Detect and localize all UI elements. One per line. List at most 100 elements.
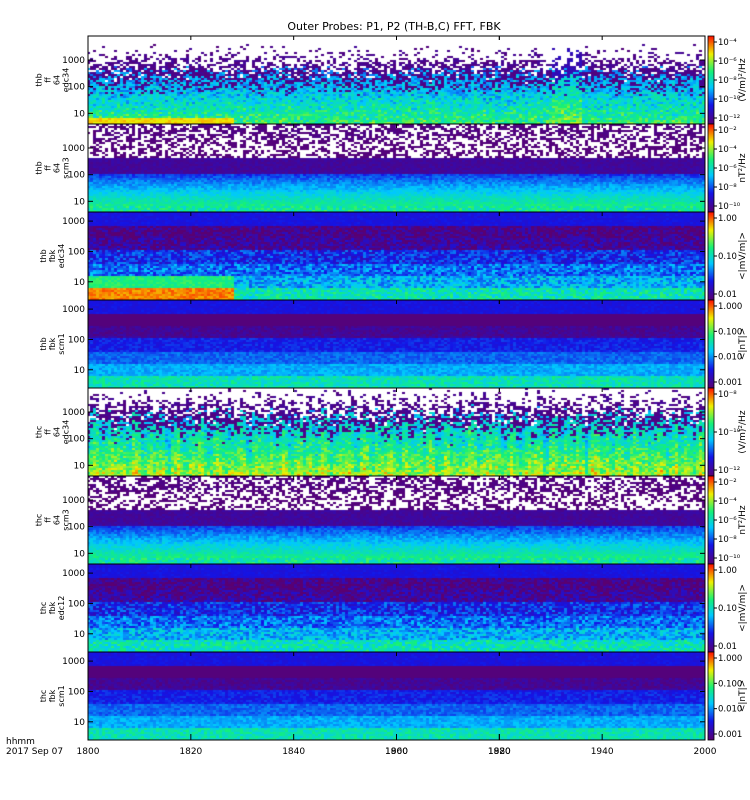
colorbar-tick-label: 10⁻⁶ bbox=[718, 57, 737, 67]
colorbar-tick-label: 10⁻⁸ bbox=[718, 183, 737, 193]
colorbar-tick-label: 10⁻⁸ bbox=[718, 390, 737, 400]
colorbar-tick-label: 10⁻¹⁰ bbox=[718, 95, 741, 105]
panel-p3: 1000 100 10 thb fbk edc34 1.00 0.10 0.01<|mV/m|> bbox=[39, 211, 748, 301]
colorbar-tick-label: 10⁻¹² bbox=[718, 466, 740, 476]
panel-label-line: thc bbox=[39, 602, 48, 615]
panel-label: thb ff 64 scm3 bbox=[35, 157, 71, 178]
spectrogram-p4 bbox=[88, 300, 705, 388]
panel-p2: 1000 100 10 thb ff 64 scm3 10⁻² 10⁻⁴ 10⁻⁶ 10⁻⁸ 10⁻¹… bbox=[35, 123, 748, 213]
spectrogram-p6 bbox=[88, 476, 705, 564]
y-tick-label: 10 bbox=[74, 630, 86, 640]
panel-label-line: fbk bbox=[48, 601, 57, 614]
colorbar-p8: 1.000 0.100 0.010 0.001 <|nT|> bbox=[707, 651, 748, 741]
figure-title: Outer Probes: P1, P2 (TH-B,C) FFT, FBK bbox=[287, 20, 501, 33]
panel-label: thb ff 64 edc34 bbox=[35, 68, 71, 93]
panel-label-line: 64 bbox=[53, 75, 62, 85]
colorbar-tick-label: 1.000 bbox=[718, 302, 742, 312]
colorbar-p6: 10⁻² 10⁻⁴ 10⁻⁶ 10⁻⁸ 10⁻¹⁰ nT²/Hz bbox=[707, 475, 748, 565]
colorbar-gradient bbox=[708, 652, 714, 740]
colorbar-tick-label: 0.010 bbox=[718, 705, 742, 715]
colorbar-tick-label: 0.10 bbox=[718, 604, 737, 614]
colorbar-unit-label: <|nT|> bbox=[738, 328, 748, 360]
y-tick-label: 1000 bbox=[62, 144, 85, 154]
colorbar-tick-label: 0.010 bbox=[718, 353, 742, 363]
y-tick-label: 1000 bbox=[62, 56, 85, 66]
colorbar-unit-label: (V/m)²/Hz bbox=[738, 410, 748, 453]
colorbar-tick-label: 10⁻¹⁰ bbox=[718, 202, 741, 212]
y-tick-label: 10 bbox=[74, 109, 86, 119]
y-tick-label: 10 bbox=[74, 461, 86, 471]
colorbar-tick-label: 0.01 bbox=[718, 642, 737, 652]
y-tick-label: 10 bbox=[74, 197, 86, 207]
y-tick-label: 10 bbox=[74, 549, 86, 559]
colorbar-tick-label: 10⁻⁶ bbox=[718, 516, 737, 526]
colorbar-tick-label: 10⁻² bbox=[718, 126, 737, 136]
panel-label-line: edc34 bbox=[57, 244, 66, 269]
colorbar-frame bbox=[707, 651, 715, 741]
x-tick-label: 1900 bbox=[385, 747, 408, 757]
panel-label-line: thb bbox=[39, 337, 48, 350]
y-tick-label: 100 bbox=[68, 171, 85, 181]
y-tick-label: 10 bbox=[74, 718, 86, 728]
colorbar-tick-label: 10⁻⁸ bbox=[718, 535, 737, 545]
panel-label-line: scm3 bbox=[62, 157, 71, 178]
x-tick-label: 1860 bbox=[385, 747, 408, 757]
y-tick-label: 1000 bbox=[62, 217, 85, 227]
colorbar-tick-label: 10⁻⁴ bbox=[718, 497, 737, 507]
colorbar-tick-label: 0.001 bbox=[718, 378, 742, 388]
panel-label-line: scm3 bbox=[62, 509, 71, 530]
panel-label: thb fbk scm1 bbox=[39, 333, 66, 354]
panel-label-line: scm1 bbox=[57, 685, 66, 706]
colorbar-tick-label: 1.000 bbox=[718, 654, 742, 664]
panel-label-line: fbk bbox=[48, 337, 57, 350]
panel-label-line: ff bbox=[44, 517, 53, 523]
x-axis: 1800 1820 1840 1860 1880 1900 1920 1940 2000 bbox=[77, 36, 717, 757]
spectrogram-p8 bbox=[88, 652, 705, 740]
y-tick-label: 100 bbox=[68, 687, 85, 697]
spectrogram-p3 bbox=[88, 212, 705, 300]
spectrogram-p7 bbox=[88, 564, 705, 652]
panel-p7: 1000 100 10 thc fbk edc12 1.00 0.10 0.01<|mV/m|> bbox=[39, 563, 748, 653]
panel-label: thc ff 64 edc34 bbox=[35, 420, 71, 445]
colorbar-p5: 10⁻⁸ 10⁻¹⁰ 10⁻¹² (V/m)²/Hz bbox=[707, 387, 748, 477]
panel-label: thb fbk edc34 bbox=[39, 244, 66, 269]
colorbar-tick-label: 10⁻¹⁰ bbox=[718, 428, 741, 438]
y-tick-label: 100 bbox=[68, 335, 85, 345]
colorbar-tick-label: 10⁻² bbox=[718, 478, 737, 488]
x-tick-label: 1940 bbox=[591, 747, 614, 757]
panel-label-line: thb bbox=[39, 249, 48, 262]
colorbar-p4: 1.000 0.100 0.010 0.001 <|nT|> bbox=[707, 299, 748, 389]
colorbar-tick-label: 10⁻¹² bbox=[718, 114, 740, 124]
colorbar-p7: 1.00 0.10 0.01<|mV/m|> bbox=[707, 563, 748, 653]
panel-label-line: 64 bbox=[53, 427, 62, 437]
colorbar-gradient bbox=[708, 388, 714, 476]
y-tick-label: 100 bbox=[68, 523, 85, 533]
x-tick-label: 1820 bbox=[179, 747, 202, 757]
colorbar-gradient bbox=[708, 564, 714, 652]
y-tick-label: 1000 bbox=[62, 408, 85, 418]
panel-p4: 1000 100 10 thb fbk scm1 1.000 0.100 0.010 0.001 <… bbox=[39, 299, 748, 389]
y-tick-label: 100 bbox=[68, 247, 85, 257]
x-axis-date-label: 2017 Sep 07 bbox=[6, 747, 63, 757]
panel-label-line: ff bbox=[44, 429, 53, 435]
panel-label: thc fbk scm1 bbox=[39, 685, 66, 706]
colorbar-gradient bbox=[708, 212, 714, 300]
colorbar-gradient bbox=[708, 300, 714, 388]
colorbar-unit-label: <|mV/m|> bbox=[738, 232, 748, 280]
colorbar-p1: 10⁻⁴ 10⁻⁶ 10⁻⁸ 10⁻¹⁰ 10⁻¹² (V/m)²/Hz bbox=[707, 35, 748, 125]
colorbar-tick-label: 10⁻⁴ bbox=[718, 38, 737, 48]
panel-label-line: thc bbox=[35, 514, 44, 527]
panel-label: thc ff 64 scm3 bbox=[35, 509, 71, 530]
y-tick-label: 10 bbox=[74, 366, 86, 376]
colorbar-tick-label: 10⁻⁴ bbox=[718, 145, 737, 155]
panel-label-line: fbk bbox=[48, 249, 57, 262]
x-tick-label: 1920 bbox=[488, 747, 511, 757]
colorbar-unit-label: nT²/Hz bbox=[738, 153, 748, 183]
panel-label-line: thb bbox=[35, 161, 44, 174]
y-tick-label: 100 bbox=[68, 435, 85, 445]
panel-p5: 1000 100 10 thc ff 64 edc34 10⁻⁸ 10⁻¹⁰ 10⁻¹² (V/m)… bbox=[35, 387, 748, 477]
colorbar-tick-label: 10⁻⁸ bbox=[718, 76, 737, 86]
spectrogram-p2 bbox=[88, 124, 705, 212]
panel-label-line: edc12 bbox=[57, 596, 66, 621]
panel-p6: 1000 100 10 thc ff 64 scm3 10⁻² 10⁻⁴ 10⁻⁶ 10⁻⁸ 10⁻¹… bbox=[35, 475, 748, 565]
